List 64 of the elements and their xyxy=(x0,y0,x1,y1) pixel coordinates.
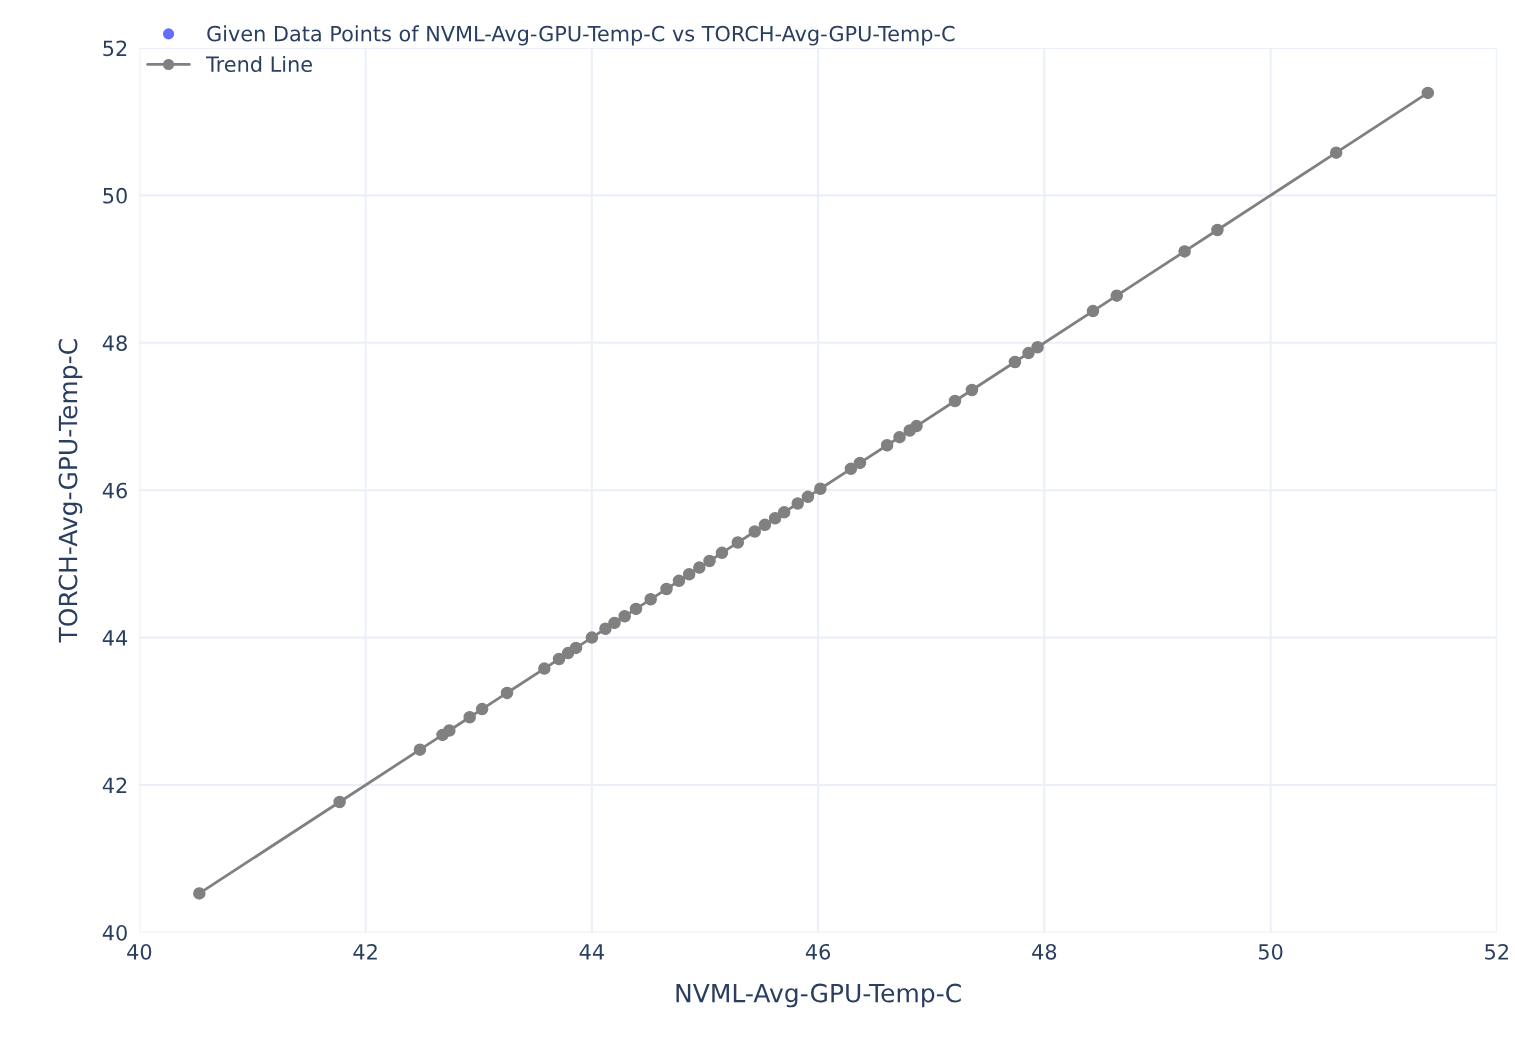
y-tick-label: 50 xyxy=(103,187,127,204)
legend-label: Trend Line xyxy=(205,55,312,73)
point xyxy=(801,490,815,504)
point xyxy=(618,609,631,623)
point xyxy=(599,622,612,636)
y-axis-title: TORCH-Avg-GPU-Temp-C xyxy=(58,339,83,643)
point xyxy=(672,574,686,588)
point xyxy=(500,686,514,700)
point xyxy=(1008,355,1022,369)
point xyxy=(748,525,762,538)
point xyxy=(715,546,729,560)
x-tick-label: 42 xyxy=(353,943,377,960)
y-tick-label: 52 xyxy=(103,40,127,57)
point xyxy=(880,438,894,452)
point xyxy=(703,554,716,568)
point xyxy=(814,482,827,495)
x-tick-label: 40 xyxy=(127,943,152,960)
point xyxy=(660,582,673,596)
x-tick-label: 48 xyxy=(1032,943,1057,960)
point xyxy=(552,652,566,666)
point xyxy=(682,567,696,581)
x-tick-label: 52 xyxy=(1485,943,1508,960)
x-tick-label: 50 xyxy=(1258,943,1283,960)
point xyxy=(475,702,489,716)
point xyxy=(1211,223,1224,237)
point xyxy=(893,430,906,444)
point xyxy=(569,641,583,655)
point xyxy=(1329,146,1343,159)
x-axis-title: NVML-Avg-GPU-Temp-C xyxy=(676,983,961,1008)
y-tick-label: 40 xyxy=(102,924,127,941)
point xyxy=(948,394,962,408)
point xyxy=(1178,245,1191,258)
point xyxy=(1086,304,1100,318)
y-tick-label: 42 xyxy=(102,777,127,793)
point xyxy=(853,456,867,470)
point xyxy=(731,536,745,549)
point xyxy=(443,724,456,737)
point xyxy=(768,511,782,525)
point xyxy=(585,631,599,644)
point xyxy=(693,561,706,574)
point xyxy=(333,795,346,809)
point xyxy=(1031,340,1044,354)
point xyxy=(644,593,657,606)
point xyxy=(1110,289,1123,302)
point xyxy=(629,602,643,616)
y-tick-label: 44 xyxy=(102,630,128,646)
point xyxy=(193,887,206,900)
point xyxy=(608,616,621,630)
y-tick-label: 46 xyxy=(102,482,127,499)
point xyxy=(965,383,979,397)
point xyxy=(758,518,772,532)
point xyxy=(777,506,791,519)
point xyxy=(910,419,923,433)
point xyxy=(1421,86,1435,100)
point xyxy=(463,710,476,724)
x-tick-label: 44 xyxy=(579,944,604,960)
legend-label: Given Data Points of NVML-Avg-GPU-Temp-C vs TORCH-Avg-GPU-Temp-C xyxy=(207,25,955,46)
x-tick-label: 46 xyxy=(805,943,831,960)
point xyxy=(791,497,804,510)
point xyxy=(538,662,551,675)
point xyxy=(413,743,427,756)
y-tick-label: 48 xyxy=(102,335,127,352)
point xyxy=(1022,346,1035,360)
point xyxy=(844,462,858,476)
